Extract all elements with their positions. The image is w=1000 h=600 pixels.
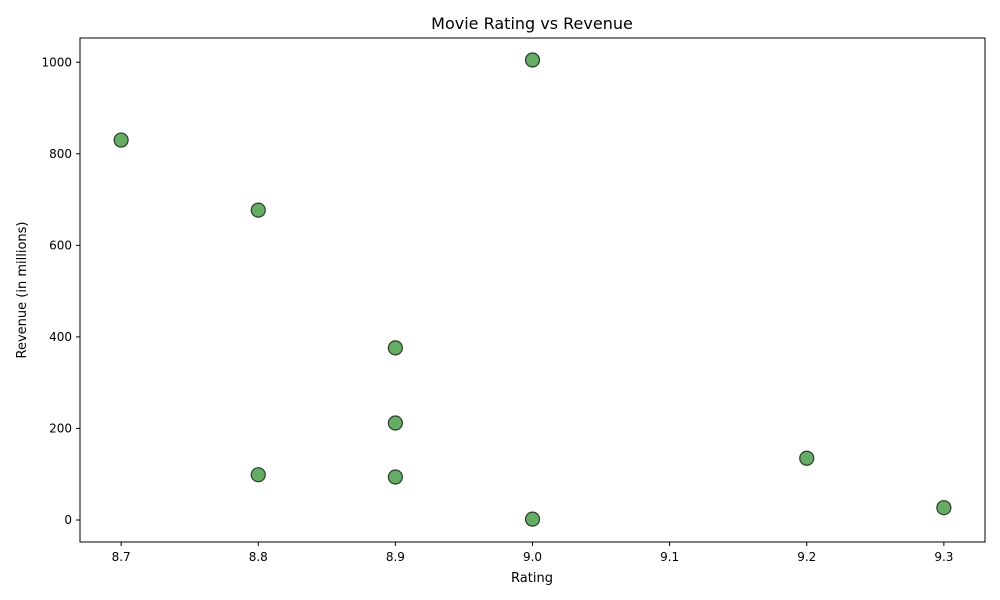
data-point: [387, 340, 403, 356]
data-point: [799, 450, 815, 466]
y-tick-label: 600: [49, 238, 72, 252]
data-point: [387, 415, 403, 431]
x-tick-label: 8.8: [249, 550, 268, 564]
x-axis-label: Rating: [511, 571, 553, 586]
data-point: [524, 511, 541, 527]
data-point: [524, 52, 541, 68]
data-point: [250, 467, 266, 483]
data-point: [387, 469, 403, 485]
x-tick-label: 9.3: [934, 550, 953, 564]
y-tick-label: 200: [49, 421, 72, 435]
y-tick-label: 400: [49, 330, 72, 344]
x-tick-label: 8.9: [386, 550, 405, 564]
x-tick-label: 9.2: [797, 550, 816, 564]
y-tick-label: 800: [49, 147, 72, 161]
y-tick-label: 1000: [41, 55, 72, 69]
chart-title: Movie Rating vs Revenue: [431, 14, 633, 33]
plot-area: 8.7 8.8 8.9 9.0 9.1 9.2 9.3 0 200 400 600 800 1000: [41, 37, 986, 564]
plot-frame: [79, 37, 986, 543]
x-tick-label: 9.1: [660, 550, 679, 564]
data-point: [250, 202, 266, 218]
x-tick-label: 8.7: [112, 550, 131, 564]
y-axis-label: Revenue (in millions): [15, 222, 30, 359]
data-point: [936, 500, 952, 516]
x-tick-label: 9.0: [523, 550, 542, 564]
data-point: [113, 132, 129, 148]
y-tick-label: 0: [64, 513, 72, 527]
